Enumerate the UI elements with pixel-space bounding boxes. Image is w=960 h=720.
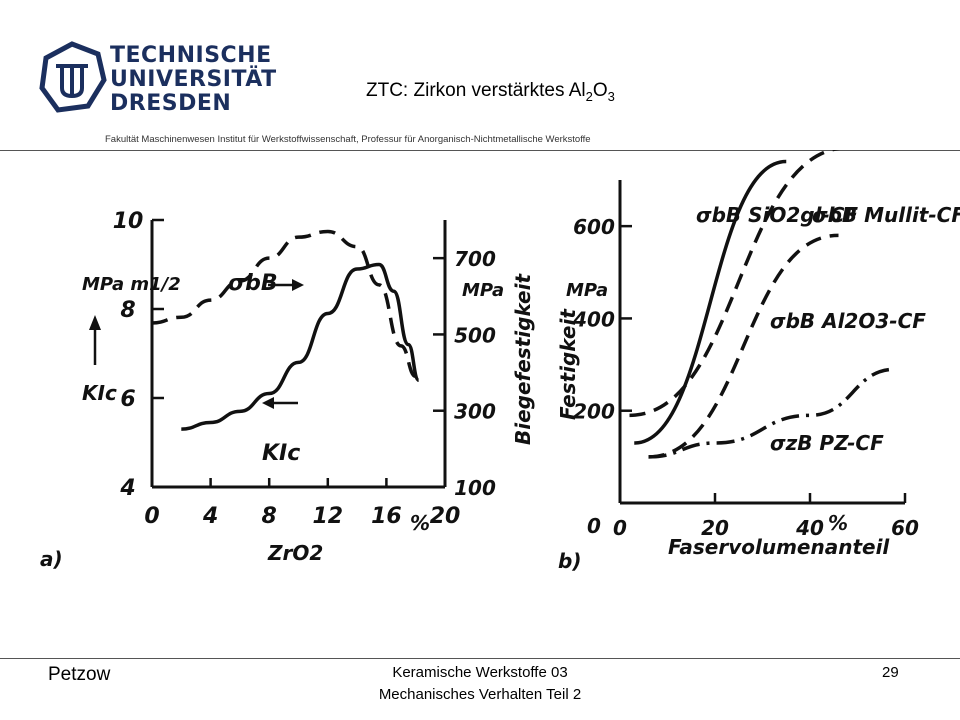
panel-a-left-tick-label: 4 [119, 476, 135, 501]
series-label-sigma-bb: σbB [228, 271, 278, 296]
panel-a-right-tick-label: 300 [454, 400, 496, 424]
panel-b-series-0 [634, 159, 787, 445]
panel-a-x-tick-label: 12 [312, 504, 343, 529]
panel-a-right-tick-label: 100 [454, 476, 496, 500]
panel-b-xunit: % [828, 511, 848, 535]
title-mid: O [592, 80, 608, 101]
panel-a-right-tick-label: 500 [454, 323, 496, 347]
arrowhead-icon [89, 315, 101, 330]
footer-divider [0, 658, 960, 659]
panel-a-label: a) [40, 547, 63, 571]
faculty-line: Fakultät Maschinenwesen Institut für Wer… [105, 134, 591, 145]
arrowhead-icon [292, 279, 304, 291]
panel-a-xunit: % [410, 511, 430, 535]
panel-a-x-tick-label: 0 [144, 504, 159, 529]
panel-a-left-tick-label: 8 [120, 298, 135, 323]
series-label-al2o3: σbB Al2O3-CF [770, 309, 926, 333]
panel-a-left-unit: MPa m1/2 [82, 274, 181, 295]
series-label-sio2: σbB SiO2gl-CF [696, 203, 858, 227]
panel-b-ylabel: Festigkeit [556, 308, 580, 420]
panel-b-x-tick-label: 0 [613, 516, 627, 540]
title-prefix: ZTC: Zirkon verstärktes Al [366, 80, 586, 101]
university-line: DRESDEN [110, 91, 232, 116]
figure-area: a) ZrO2 % MPa m1/2 KIc MPa Biegefestigke… [0, 145, 960, 640]
series-label-kic: KIc [262, 441, 300, 466]
panel-a-right-unit: MPa [462, 280, 504, 301]
page-number: 29 [882, 664, 899, 681]
panel-a-xlabel: ZrO2 [267, 541, 323, 565]
panel-a-series-1 [181, 262, 421, 431]
panel-b-y-tick-label: 0 [587, 514, 601, 538]
title-sub: 3 [607, 88, 615, 104]
university-line: TECHNISCHE [110, 43, 272, 68]
title-sub: 2 [585, 88, 593, 104]
slide-title: ZTC: Zirkon verstärktes Al2O3 [366, 80, 615, 104]
panel-a-right-tick-label: 700 [454, 247, 496, 271]
arrowhead-icon [262, 397, 274, 409]
panel-b-series-2 [648, 233, 839, 459]
panel-b-y-tick-label: 400 [572, 307, 615, 331]
footer-course: Keramische Werkstoffe 03 Mechanisches Ve… [340, 662, 620, 706]
footer-author: Petzow [48, 664, 111, 685]
tu-dresden-logo [36, 40, 266, 120]
panel-b-series-3 [648, 367, 896, 459]
panel-a-right-label: Biegefestigkeit [511, 273, 535, 445]
university-name: TECHNISCHE UNIVERSITÄT DRESDEN [110, 44, 277, 116]
panel-a-x-tick-label: 20 [430, 504, 461, 529]
panel-b-xlabel: Faservolumenanteil [668, 535, 890, 559]
panel-a-x-tick-label: 8 [262, 504, 277, 529]
chart-figure: a) ZrO2 % MPa m1/2 KIc MPa Biegefestigke… [40, 145, 960, 573]
university-line: UNIVERSITÄT [110, 67, 277, 92]
panel-a-x-tick-label: 4 [202, 504, 218, 529]
panel-b-x-tick-label: 40 [795, 516, 824, 540]
series-label-mullit: σbB Mullit-CF [812, 203, 960, 227]
panel-b-x-tick-label: 20 [701, 516, 729, 540]
series-label-pz: σzB PZ-CF [770, 431, 884, 455]
panel-b-yunit: MPa [566, 280, 608, 301]
panel-a-left-tick-label: 6 [120, 387, 135, 412]
panel-a-x-tick-label: 16 [371, 504, 402, 529]
course-subtitle: Mechanisches Verhalten Teil 2 [378, 686, 582, 703]
tu-dresden-emblem-icon [39, 41, 107, 113]
panel-b-label: b) [558, 549, 581, 573]
panel-a-left-tick-label: 10 [113, 209, 144, 234]
course-title: Keramische Werkstoffe 03 [392, 664, 568, 681]
panel-a-series-0 [151, 229, 417, 379]
panel-a-left-label: KIc [82, 381, 117, 405]
panel-b-y-tick-label: 600 [573, 215, 615, 239]
panel-b-y-tick-label: 200 [573, 400, 615, 424]
panel-b-x-tick-label: 60 [891, 516, 919, 540]
panel-b-series-1 [629, 145, 849, 418]
header-divider [0, 150, 960, 151]
